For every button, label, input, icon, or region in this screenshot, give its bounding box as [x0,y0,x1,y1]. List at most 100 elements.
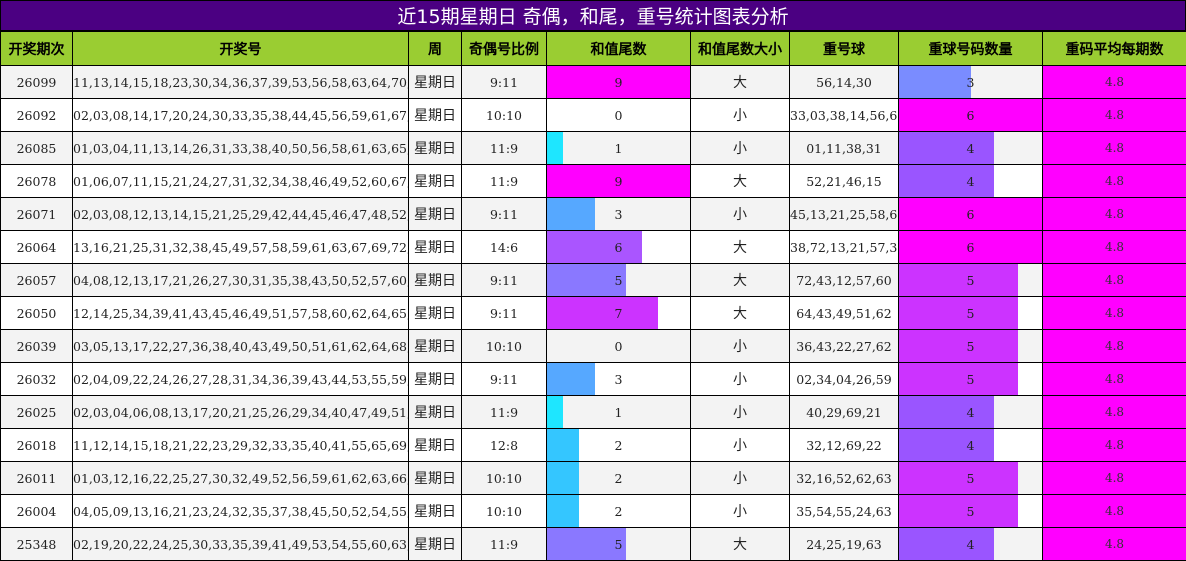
issue-cell: 26071 [1,198,73,231]
issue-cell: 26025 [1,396,73,429]
avg-cell: 4.8 [1043,396,1186,429]
avg-cell: 4.8 [1043,66,1186,99]
avg-cell: 4.8 [1043,132,1186,165]
tail-size-cell: 大 [691,66,790,99]
numbers-cell: 12,14,25,34,39,41,43,45,46,49,51,57,58,6… [73,297,409,330]
tail-cell: 9 [547,165,691,198]
repeat-count-value: 5 [967,471,975,486]
tail-bar [547,462,579,494]
tail-value: 2 [615,438,623,453]
repeat-count-value: 4 [967,405,975,420]
tail-size-cell: 大 [691,264,790,297]
stats-table: 开奖期次 开奖号 周 奇偶号比例 和值尾数 和值尾数大小 重号球 重球号码数量 … [0,31,1186,561]
repeat-count-cell: 5 [899,495,1043,528]
tail-value: 2 [615,471,623,486]
issue-cell: 26018 [1,429,73,462]
header-repeat-count: 重球号码数量 [899,32,1043,66]
issue-cell: 26011 [1,462,73,495]
week-cell: 星期日 [409,396,462,429]
repeat-count-value: 5 [967,306,975,321]
week-cell: 星期日 [409,528,462,561]
issue-cell: 26092 [1,99,73,132]
ratio-cell: 9:11 [462,198,547,231]
tail-cell: 3 [547,363,691,396]
repeat-count-bar [899,495,1018,527]
ratio-cell: 10:10 [462,495,547,528]
header-numbers: 开奖号 [73,32,409,66]
repeat-count-cell: 5 [899,330,1043,363]
repeat-count-bar [899,66,971,98]
repeat-count-value: 3 [967,75,975,90]
issue-cell: 25348 [1,528,73,561]
week-cell: 星期日 [409,363,462,396]
tail-cell: 7 [547,297,691,330]
issue-cell: 26004 [1,495,73,528]
issue-cell: 26057 [1,264,73,297]
issue-cell: 26064 [1,231,73,264]
repeat-count-bar [899,264,1018,296]
numbers-cell: 01,03,12,16,22,25,27,30,32,49,52,56,59,6… [73,462,409,495]
repeat-count-cell: 4 [899,132,1043,165]
repeat-count-value: 5 [967,273,975,288]
header-ratio: 奇偶号比例 [462,32,547,66]
tail-cell: 2 [547,429,691,462]
repeat-count-bar [899,363,1018,395]
tail-value: 9 [615,174,623,189]
header-row: 开奖期次 开奖号 周 奇偶号比例 和值尾数 和值尾数大小 重号球 重球号码数量 … [1,32,1186,66]
repeat-count-cell: 4 [899,528,1043,561]
issue-cell: 26085 [1,132,73,165]
tail-size-cell: 小 [691,429,790,462]
tail-bar [547,132,563,164]
ratio-cell: 11:9 [462,528,547,561]
header-issue: 开奖期次 [1,32,73,66]
week-cell: 星期日 [409,429,462,462]
tail-size-cell: 小 [691,462,790,495]
repeat-count-bar [899,165,994,197]
repeat-cell: 33,03,38,14,56,61 [790,99,899,132]
repeat-count-value: 4 [967,438,975,453]
tail-cell: 2 [547,462,691,495]
repeat-count-bar [899,297,1018,329]
repeat-count-value: 5 [967,504,975,519]
repeat-cell: 32,12,69,22 [790,429,899,462]
numbers-cell: 02,03,08,12,13,14,15,21,25,29,42,44,45,4… [73,198,409,231]
tail-value: 2 [615,504,623,519]
tail-cell: 1 [547,132,691,165]
repeat-count-cell: 3 [899,66,1043,99]
tail-size-cell: 小 [691,330,790,363]
tail-bar [547,297,658,329]
repeat-count-value: 5 [967,372,975,387]
repeat-cell: 32,16,52,62,63 [790,462,899,495]
ratio-cell: 9:11 [462,66,547,99]
ratio-cell: 12:8 [462,429,547,462]
repeat-count-value: 4 [967,537,975,552]
header-week: 周 [409,32,462,66]
ratio-cell: 10:10 [462,462,547,495]
avg-cell: 4.8 [1043,462,1186,495]
tail-cell: 5 [547,264,691,297]
tail-size-cell: 小 [691,99,790,132]
numbers-cell: 01,03,04,11,13,14,26,31,33,38,40,50,56,5… [73,132,409,165]
tail-size-cell: 小 [691,132,790,165]
repeat-count-value: 5 [967,339,975,354]
numbers-cell: 02,04,09,22,24,26,27,28,31,34,36,39,43,4… [73,363,409,396]
tail-value: 7 [615,306,623,321]
numbers-cell: 04,05,09,13,16,21,23,24,32,35,37,38,45,5… [73,495,409,528]
avg-cell: 4.8 [1043,231,1186,264]
tail-size-cell: 小 [691,363,790,396]
tail-value: 0 [615,108,623,123]
ratio-cell: 11:9 [462,165,547,198]
